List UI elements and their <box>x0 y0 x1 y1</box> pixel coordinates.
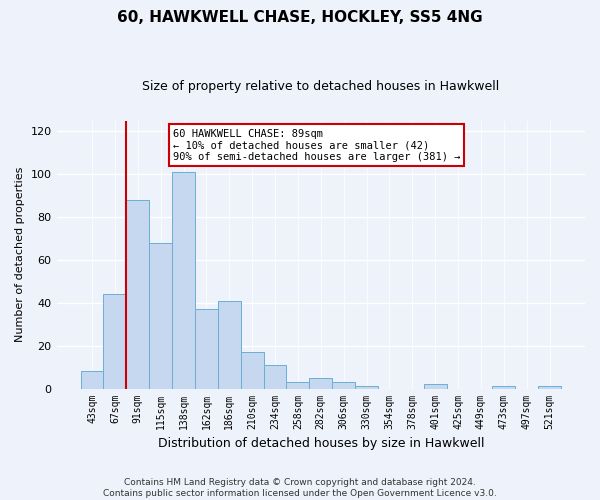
Bar <box>310 378 332 388</box>
Bar <box>263 365 286 388</box>
Bar <box>538 386 561 388</box>
Title: Size of property relative to detached houses in Hawkwell: Size of property relative to detached ho… <box>142 80 499 93</box>
Text: 60 HAWKWELL CHASE: 89sqm
← 10% of detached houses are smaller (42)
90% of semi-d: 60 HAWKWELL CHASE: 89sqm ← 10% of detach… <box>173 128 460 162</box>
Bar <box>80 372 103 388</box>
Bar <box>424 384 446 388</box>
X-axis label: Distribution of detached houses by size in Hawkwell: Distribution of detached houses by size … <box>158 437 484 450</box>
Bar <box>103 294 127 388</box>
Bar <box>172 172 195 388</box>
Text: 60, HAWKWELL CHASE, HOCKLEY, SS5 4NG: 60, HAWKWELL CHASE, HOCKLEY, SS5 4NG <box>117 10 483 25</box>
Bar <box>241 352 263 389</box>
Text: Contains HM Land Registry data © Crown copyright and database right 2024.
Contai: Contains HM Land Registry data © Crown c… <box>103 478 497 498</box>
Bar <box>195 309 218 388</box>
Bar <box>332 382 355 388</box>
Bar <box>493 386 515 388</box>
Bar <box>149 243 172 388</box>
Y-axis label: Number of detached properties: Number of detached properties <box>15 167 25 342</box>
Bar <box>286 382 310 388</box>
Bar <box>127 200 149 388</box>
Bar <box>218 300 241 388</box>
Bar <box>355 386 378 388</box>
